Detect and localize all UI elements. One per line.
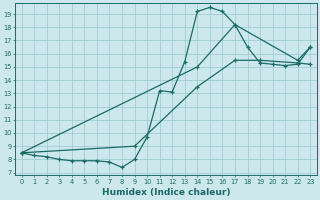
X-axis label: Humidex (Indice chaleur): Humidex (Indice chaleur) bbox=[102, 188, 230, 197]
